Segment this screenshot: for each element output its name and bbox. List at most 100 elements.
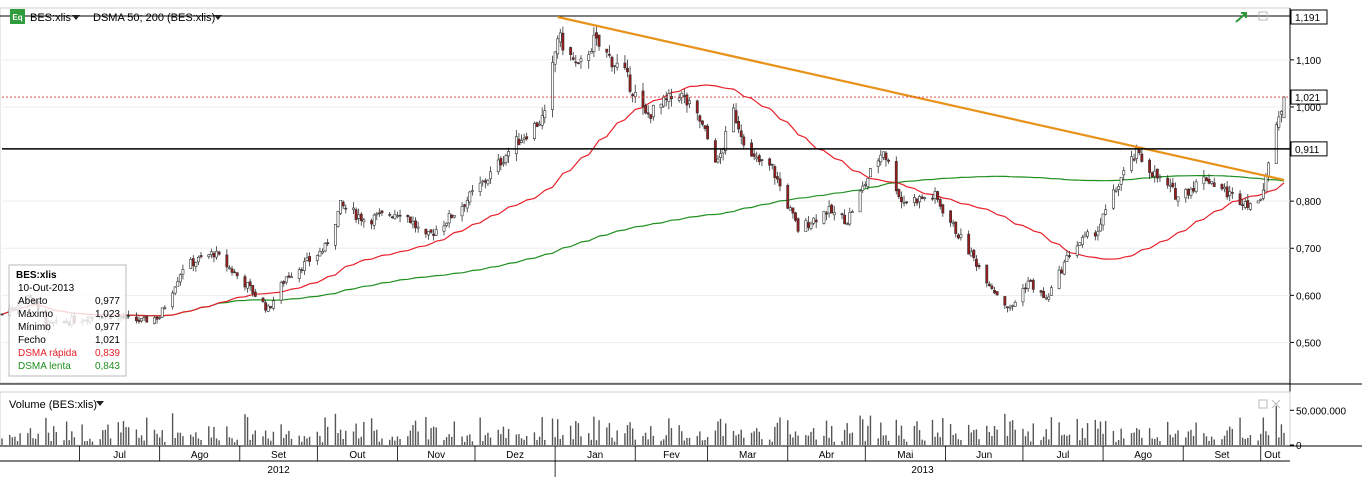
volume-bar — [1166, 421, 1169, 445]
volume-bar — [833, 441, 835, 445]
volume-bar — [471, 441, 474, 445]
volume-bar — [32, 438, 34, 445]
info-row-value: 0,843 — [95, 361, 120, 372]
candle — [414, 217, 417, 233]
candle — [176, 276, 180, 287]
price-axis[interactable] — [1290, 0, 1362, 384]
month-label: Dez — [506, 450, 524, 461]
volume-bar — [363, 421, 365, 445]
month-label: Ago — [1134, 450, 1152, 461]
volume-bar — [453, 421, 456, 445]
volume-bar — [319, 435, 321, 445]
candle — [191, 255, 195, 272]
candle — [703, 125, 707, 132]
candle — [894, 156, 898, 195]
candle — [933, 187, 937, 204]
volume-bar — [898, 435, 900, 445]
symbol-dropdown-icon[interactable] — [72, 15, 80, 20]
volume-bar — [562, 435, 564, 445]
volume-bar — [1241, 437, 1244, 445]
volume-label[interactable]: Volume (BES:xlis) — [9, 399, 97, 411]
candle — [574, 55, 578, 67]
candle — [432, 228, 436, 241]
price-tick-label: 0,800 — [1296, 197, 1321, 208]
volume-bar — [497, 429, 499, 445]
volume-bar — [469, 434, 471, 445]
candle — [1008, 304, 1012, 311]
volume-bar — [326, 426, 329, 445]
candle — [308, 252, 311, 267]
volume-bar — [650, 426, 652, 445]
volume-bar — [756, 428, 758, 445]
symbol-label[interactable]: BES:xlis — [30, 12, 71, 24]
candle — [1176, 196, 1180, 207]
candle — [796, 217, 800, 234]
volume-bar — [500, 434, 502, 445]
candle — [879, 150, 883, 166]
volume-bar — [1208, 440, 1210, 445]
indicator-dropdown-icon[interactable] — [214, 15, 222, 20]
month-labels: Jul Ago Set Out Nov Dez Jan Fev Mar Abr Mai Jun Jul A… — [79, 446, 1281, 461]
candle — [858, 189, 862, 213]
volume-bar — [246, 417, 249, 445]
volume-bar — [451, 436, 453, 445]
info-row-label: Aberto — [18, 296, 48, 307]
candle — [1207, 174, 1211, 185]
candle — [321, 248, 324, 255]
resistance-trendline[interactable] — [557, 15, 1285, 182]
candle — [246, 282, 249, 293]
volume-bar — [810, 431, 812, 445]
candle — [938, 197, 942, 210]
volume-bar — [973, 430, 975, 445]
volume-bar — [334, 413, 337, 445]
candle — [1021, 284, 1025, 307]
volume-bar — [541, 417, 543, 445]
volume-bar — [1086, 423, 1089, 445]
candle — [408, 216, 412, 224]
volume-bars — [1, 405, 1285, 445]
volume-bar — [828, 437, 830, 445]
volume-bar — [725, 423, 727, 445]
volume-bar — [1174, 433, 1177, 445]
volume-dropdown-icon[interactable] — [96, 401, 104, 406]
volume-bar — [158, 437, 161, 445]
candle — [990, 283, 994, 291]
volume-bar — [283, 438, 285, 445]
volume-bar — [34, 438, 37, 445]
volume-bar — [787, 420, 789, 445]
volume-bar — [407, 436, 409, 445]
indicator-label[interactable]: DSMA 50; 200 (BES:xlis) — [93, 12, 215, 24]
candle — [788, 205, 792, 211]
candle — [535, 121, 539, 128]
volume-bar — [337, 432, 339, 445]
volume-bar — [975, 429, 978, 445]
volume-bar — [84, 441, 86, 445]
candle — [827, 200, 831, 218]
volume-bar — [280, 424, 282, 445]
volume-bar — [626, 425, 629, 445]
candle — [1171, 178, 1175, 189]
candle — [1202, 170, 1206, 190]
volume-bar — [182, 436, 184, 445]
volume-bar — [916, 421, 918, 445]
candle — [695, 99, 699, 121]
candle — [1256, 200, 1260, 204]
candle — [677, 93, 681, 103]
candle — [1062, 259, 1066, 276]
candle — [615, 54, 619, 71]
candle — [228, 265, 231, 270]
volume-maximize-icon[interactable] — [1258, 399, 1268, 409]
candle — [427, 231, 430, 240]
month-label: Jun — [976, 450, 992, 461]
maximize-icon[interactable] — [1258, 11, 1268, 21]
volume-bar — [590, 439, 593, 445]
volume-bar — [960, 440, 962, 445]
candle — [551, 55, 554, 118]
candle — [644, 103, 648, 115]
candle — [1078, 242, 1082, 247]
volume-bar — [699, 431, 701, 445]
price-tick-label: 0,600 — [1296, 291, 1321, 302]
trend-arrow-icon[interactable] — [1235, 12, 1247, 23]
volume-close-icon[interactable] — [1271, 399, 1281, 409]
